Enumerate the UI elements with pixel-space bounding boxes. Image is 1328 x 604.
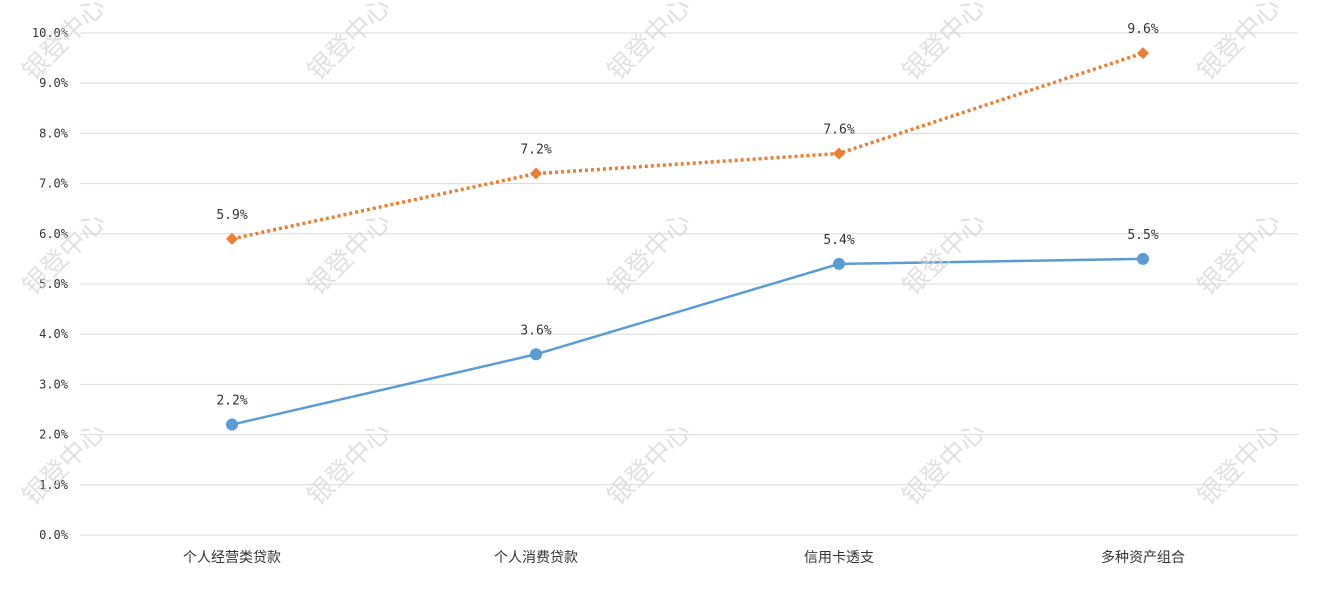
data-label: 5.5% <box>1127 228 1158 243</box>
watermark-text: 银登中心 <box>897 0 992 87</box>
data-label: 5.4% <box>823 233 854 248</box>
data-label: 3.6% <box>520 323 551 338</box>
data-point-marker <box>1137 47 1149 60</box>
y-tick-label: 4.0% <box>39 327 69 341</box>
x-category-label: 信用卡透支 <box>804 550 874 566</box>
watermark-text: 银登中心 <box>602 207 697 302</box>
y-tick-label: 8.0% <box>39 126 69 140</box>
data-point-marker <box>530 167 542 180</box>
data-point-marker <box>1137 252 1149 265</box>
data-label: 7.2% <box>520 143 551 158</box>
x-axis-category-labels: 个人经营类贷款 个人消费贷款 信用卡透支 多种资产组合 <box>183 549 1185 566</box>
x-category-label: 多种资产组合 <box>1101 549 1185 566</box>
watermark-text: 银登中心 <box>897 207 992 302</box>
x-category-label: 个人消费贷款 <box>494 550 578 566</box>
data-label: 9.6% <box>1127 22 1158 37</box>
y-tick-label: 0.0% <box>39 528 69 542</box>
watermark-text: 银登中心 <box>302 0 397 87</box>
watermark-text: 银登中心 <box>897 417 992 512</box>
y-tick-label: 2.0% <box>39 428 69 442</box>
y-tick-label: 9.0% <box>39 76 69 90</box>
watermark-text: 银登中心 <box>1192 0 1287 87</box>
y-tick-label: 7.0% <box>39 177 69 191</box>
watermark-text: 银登中心 <box>1192 207 1287 302</box>
x-category-label: 个人经营类贷款 <box>183 550 281 566</box>
y-axis-tick-labels: 0.0% 1.0% 2.0% 3.0% 4.0% 5.0% 6.0% 7.0% 8.0% 9.0%… <box>32 26 69 542</box>
data-labels: 5.9% 7.2% 7.6% 9.6% 2.2% 3.6% 5.4% 5.5% <box>216 22 1158 408</box>
y-tick-label: 6.0% <box>39 227 69 241</box>
series-line <box>231 257 1144 426</box>
watermark-text: 银登中心 <box>1192 417 1287 512</box>
watermark-text: 银登中心 <box>602 0 697 87</box>
gridlines <box>80 32 1298 536</box>
y-tick-label: 1.0% <box>39 478 69 492</box>
series-layer <box>226 47 1149 431</box>
data-point-marker <box>833 257 845 270</box>
watermark-text: 银登中心 <box>17 0 112 87</box>
y-tick-label: 5.0% <box>39 277 69 291</box>
data-point-marker <box>833 147 845 160</box>
data-point-marker <box>226 418 238 431</box>
data-point-marker <box>530 348 542 361</box>
y-tick-label: 3.0% <box>39 377 69 391</box>
data-point-marker <box>226 232 238 245</box>
series-line <box>231 51 1144 241</box>
data-label: 2.2% <box>216 394 247 409</box>
y-tick-label: 10.0% <box>32 26 69 40</box>
data-label: 7.6% <box>823 122 854 137</box>
data-label: 5.9% <box>216 208 247 223</box>
watermark-text: 银登中心 <box>302 417 397 512</box>
watermark-text: 银登中心 <box>602 417 697 512</box>
